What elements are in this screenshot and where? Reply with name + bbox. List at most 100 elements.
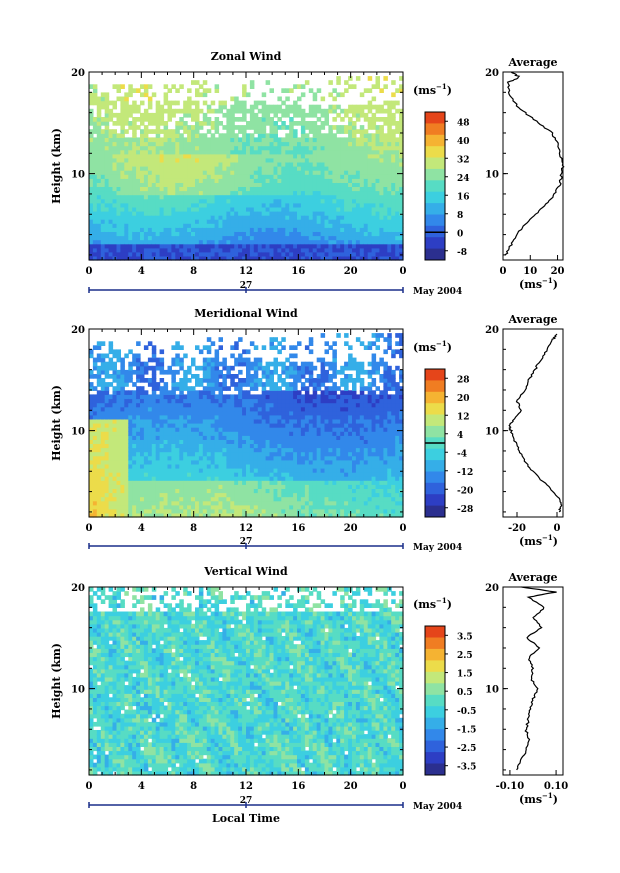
colorbar-segment (425, 248, 445, 261)
heatmap-cell (120, 133, 125, 138)
heatmap-cell (265, 484, 271, 489)
heatmap-cell (100, 386, 106, 391)
heatmap-cell (222, 215, 227, 220)
heatmap-cell (120, 255, 125, 261)
heatmap-cell (147, 235, 153, 241)
heatmap-cell (379, 137, 384, 143)
heatmap-cell (273, 345, 278, 350)
heatmap-cell (214, 394, 220, 400)
heatmap-cell (316, 104, 322, 110)
heatmap-cell (167, 394, 172, 400)
heatmap-cell (332, 178, 337, 183)
heatmap-cell (92, 211, 98, 216)
heatmap-cell (265, 243, 271, 249)
heatmap-cell (128, 435, 133, 440)
heatmap-cell (273, 235, 278, 241)
heatmap-cell (340, 178, 345, 183)
heatmap-cell (253, 447, 259, 453)
heatmap-cell (183, 161, 188, 167)
heatmap-cell (128, 365, 133, 371)
profile-y-tick-label: 20 (485, 68, 499, 79)
heatmap-cell (285, 227, 290, 232)
heatmap-cell (140, 361, 145, 367)
heatmap-cell (332, 166, 337, 171)
heatmap-cell (340, 190, 345, 196)
heatmap-cell (191, 219, 196, 224)
heatmap-cell (179, 476, 184, 481)
heatmap-cell (132, 410, 137, 416)
heatmap-cell (104, 227, 110, 232)
heatmap-cell (116, 439, 121, 444)
heatmap-cell (116, 406, 121, 412)
heatmap-cell (183, 406, 188, 412)
heatmap-cell (246, 398, 251, 404)
heatmap-cell (289, 223, 294, 228)
heatmap-cell (96, 406, 102, 412)
heatmap-cell (308, 161, 314, 167)
heatmap-cell (120, 508, 125, 514)
heatmap-cell (387, 223, 392, 228)
heatmap-cell (187, 406, 192, 412)
heatmap-cell (155, 133, 161, 138)
heatmap-cell (344, 194, 349, 200)
heatmap-cell (104, 476, 110, 481)
heatmap-cell (108, 406, 114, 412)
heatmap-cell (253, 345, 259, 350)
heatmap-cell (171, 198, 176, 204)
heatmap-cell (277, 96, 282, 102)
heatmap-cell (261, 211, 267, 216)
heatmap-cell (195, 223, 200, 228)
heatmap-cell (143, 211, 149, 216)
heatmap-cell (210, 239, 216, 245)
heatmap-cell (163, 182, 169, 187)
heatmap-cell (340, 125, 345, 130)
heatmap-cell (210, 386, 216, 391)
heatmap-cell (300, 198, 306, 204)
heatmap-cell (120, 374, 125, 379)
heatmap-cell (387, 153, 392, 159)
heatmap-cell (116, 451, 121, 457)
heatmap-cell (324, 198, 329, 204)
heatmap-cell (273, 178, 278, 183)
heatmap-cell (277, 198, 282, 204)
heatmap-cell (136, 341, 141, 346)
heatmap-cell (218, 198, 223, 204)
heatmap-cell (175, 121, 180, 126)
heatmap-cell (332, 153, 337, 159)
heatmap-cell (242, 100, 247, 106)
heatmap-cell (253, 365, 259, 371)
heatmap-cell (179, 206, 184, 212)
heatmap-cell (202, 247, 208, 253)
heatmap-cell (391, 153, 396, 159)
heatmap-cell (143, 255, 149, 261)
heatmap-cell (300, 182, 306, 187)
heatmap-cell (167, 251, 172, 257)
heatmap-cell (210, 488, 216, 494)
heatmap-cell (206, 251, 212, 257)
heatmap-cell (100, 427, 106, 432)
heatmap-cell (277, 468, 282, 473)
heatmap-cell (320, 194, 326, 200)
heatmap-cell (167, 129, 172, 134)
heatmap-cell (210, 202, 216, 208)
heatmap-cell (96, 96, 102, 102)
heatmap-cell (249, 500, 255, 506)
heatmap-cell (167, 108, 172, 114)
heatmap-cell (289, 178, 294, 183)
heatmap-cell (289, 141, 294, 147)
heatmap-cell (265, 141, 271, 147)
y-tick-label: 10 (71, 170, 85, 181)
heatmap-cell (163, 100, 169, 106)
heatmap-cell (96, 145, 102, 151)
heatmap-cell (120, 247, 125, 253)
heatmap-cell (147, 484, 153, 489)
heatmap-cell (151, 431, 157, 436)
heatmap-cell (179, 141, 184, 147)
heatmap-cell (89, 406, 94, 412)
heatmap-cell (367, 239, 373, 245)
heatmap-cell (265, 247, 271, 253)
heatmap-cell (238, 361, 243, 367)
heatmap-cell (359, 149, 365, 155)
heatmap-cell (304, 206, 310, 212)
heatmap-cell (100, 504, 106, 510)
